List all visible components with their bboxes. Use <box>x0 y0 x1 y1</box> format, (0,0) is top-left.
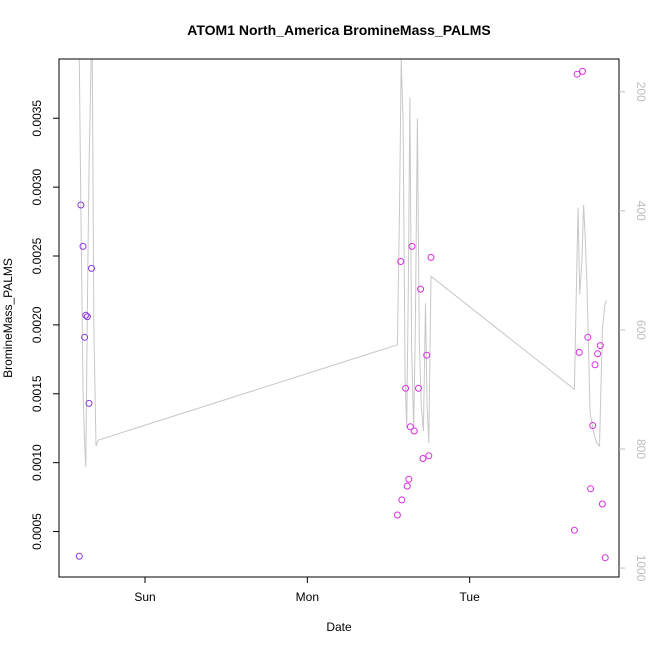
data-point <box>596 342 604 350</box>
y2-axis: 200 400 600 800 1000 <box>619 82 648 582</box>
data-point <box>589 422 597 429</box>
data-point <box>415 384 422 392</box>
data-point <box>402 384 410 392</box>
data-point <box>573 70 581 78</box>
plot-frame <box>58 58 620 578</box>
y-axis-label: BromineMass_PALMS <box>1 258 15 378</box>
data-point <box>403 482 411 490</box>
data-point <box>410 427 418 435</box>
data-point <box>398 496 406 504</box>
data-point <box>405 475 413 483</box>
x-axis-label: Date <box>326 620 352 634</box>
x-tick-label: Mon <box>296 590 319 604</box>
y-tick-label: 0.0010 <box>30 444 44 481</box>
data-point <box>591 361 599 369</box>
data-point <box>81 333 89 341</box>
data-point <box>425 452 433 460</box>
data-point <box>79 242 87 250</box>
data-point <box>397 258 405 265</box>
y-axis: 0.0005 0.0010 0.0015 0.0020 0.0025 0.0030 0.00… <box>30 100 59 550</box>
y-tick-label: 0.0005 <box>30 513 44 550</box>
scatter-points <box>75 67 609 562</box>
y-tick-label: 0.0020 <box>30 306 44 343</box>
data-point <box>579 67 586 75</box>
data-point <box>77 201 85 209</box>
data-point <box>393 511 401 519</box>
y-tick-label: 0.0035 <box>30 100 44 137</box>
y2-tick-label: 800 <box>634 439 648 459</box>
data-point <box>83 313 91 321</box>
data-point <box>598 500 606 508</box>
y-tick-label: 0.0015 <box>30 375 44 412</box>
y2-tick-label: 400 <box>634 201 648 221</box>
series-line-path <box>78 58 607 467</box>
data-point <box>594 350 602 358</box>
data-point <box>575 348 583 356</box>
x-tick-label: Sun <box>134 590 155 604</box>
y2-tick-label: 600 <box>634 320 648 340</box>
data-point <box>75 552 83 560</box>
data-point <box>423 351 431 359</box>
chart-title: ATOM1 North_America BromineMass_PALMS <box>187 22 490 38</box>
data-point <box>427 253 435 261</box>
data-point <box>570 526 578 534</box>
data-point <box>408 242 416 250</box>
data-point <box>85 399 93 407</box>
x-tick-label: Tue <box>460 590 481 604</box>
data-point <box>601 554 609 562</box>
data-point <box>417 285 425 293</box>
y2-tick-label: 200 <box>634 82 648 102</box>
data-point <box>406 423 414 431</box>
y-tick-label: 0.0030 <box>30 168 44 205</box>
data-point <box>584 333 592 341</box>
series-line <box>78 58 607 467</box>
data-point <box>587 485 595 493</box>
y-tick-label: 0.0025 <box>30 237 44 274</box>
data-point <box>82 311 90 319</box>
x-axis: Sun Mon Tue <box>134 577 480 604</box>
data-point <box>419 455 427 462</box>
y2-tick-label: 1000 <box>634 555 648 582</box>
data-point <box>88 264 95 272</box>
